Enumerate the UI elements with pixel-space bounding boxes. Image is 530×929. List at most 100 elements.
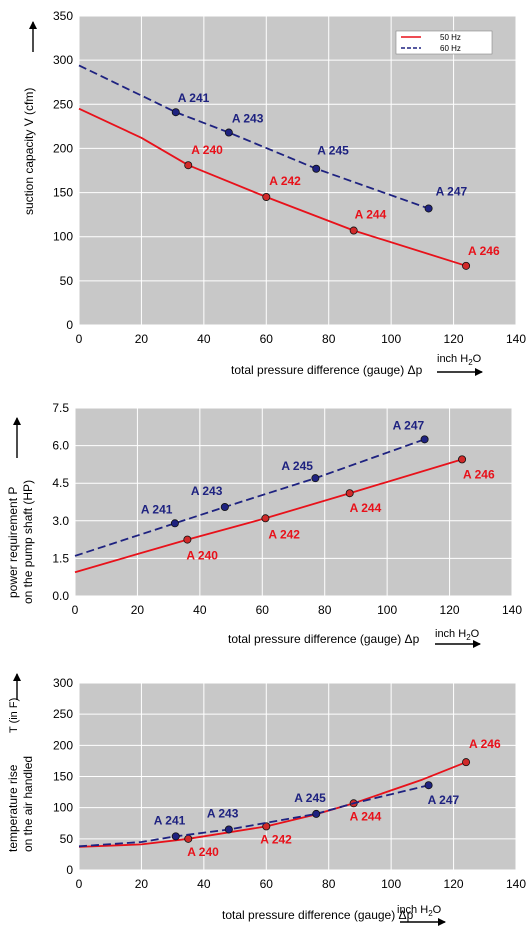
legend-label-50hz: 50 Hz bbox=[440, 33, 461, 42]
x-tick-label: 120 bbox=[440, 603, 460, 617]
y-tick-label: 100 bbox=[53, 230, 73, 244]
point-label: A 244 bbox=[355, 208, 387, 222]
x-tick-label: 100 bbox=[377, 603, 397, 617]
x-tick-label: 80 bbox=[322, 332, 336, 346]
point-label: A 245 bbox=[317, 144, 349, 158]
y-tick-label: 0.0 bbox=[52, 589, 69, 603]
x-tick-label: 40 bbox=[197, 332, 211, 346]
y-tick-label: 0 bbox=[66, 863, 73, 877]
y-tick-label: 250 bbox=[53, 97, 73, 111]
point-label: A 247 bbox=[428, 793, 460, 807]
y-tick-label: 50 bbox=[60, 832, 74, 846]
series-line-50hz bbox=[78, 107, 467, 267]
point-label: A 244 bbox=[350, 501, 382, 515]
x-tick-label: 120 bbox=[444, 332, 464, 346]
data-point-50hz bbox=[345, 489, 354, 498]
plot-background bbox=[79, 16, 516, 325]
x-tick-label: 60 bbox=[256, 603, 270, 617]
x-tick-label: 20 bbox=[135, 332, 149, 346]
plot-background bbox=[75, 408, 512, 596]
y-tick-label: 6.0 bbox=[52, 439, 69, 453]
data-point-60hz bbox=[224, 128, 233, 137]
point-label: A 245 bbox=[281, 459, 313, 473]
data-point-50hz bbox=[462, 758, 471, 767]
data-point-50hz bbox=[349, 226, 358, 235]
legend-label-60hz: 60 Hz bbox=[440, 44, 461, 53]
data-point-50hz bbox=[184, 834, 193, 843]
y-tick-label: 4.5 bbox=[52, 476, 69, 490]
point-label: A 240 bbox=[186, 549, 218, 563]
x-tick-label: 140 bbox=[506, 877, 526, 891]
y-tick-label: 3.0 bbox=[52, 514, 69, 528]
data-point-50hz bbox=[262, 822, 271, 831]
x-axis-unit: inch H2O bbox=[437, 353, 482, 367]
point-label: A 244 bbox=[350, 809, 382, 823]
point-label: A 242 bbox=[260, 832, 292, 846]
data-point-50hz bbox=[262, 192, 271, 201]
y-axis-title-line1: temperature rise bbox=[6, 764, 20, 852]
point-label: A 241 bbox=[178, 91, 210, 105]
x-axis-unit: inch H2O bbox=[397, 904, 442, 918]
data-point-50hz bbox=[462, 261, 471, 270]
x-tick-label: 120 bbox=[444, 877, 464, 891]
point-label: A 241 bbox=[154, 813, 186, 827]
point-label: A 243 bbox=[207, 806, 239, 820]
x-tick-label: 20 bbox=[135, 877, 149, 891]
y-tick-label: 50 bbox=[60, 274, 74, 288]
point-label: A 246 bbox=[468, 244, 500, 258]
y-tick-label: 300 bbox=[53, 53, 73, 67]
point-label: A 242 bbox=[268, 527, 300, 541]
data-point-60hz bbox=[311, 474, 320, 483]
data-point-60hz bbox=[224, 825, 233, 834]
x-tick-label: 100 bbox=[381, 877, 401, 891]
x-tick-label: 0 bbox=[76, 332, 83, 346]
suction-capacity-plot-area: 0 20 40 60 80 100 120 140 0 50 100 150 200 250 300 350 A… bbox=[53, 9, 526, 346]
y-tick-label: 200 bbox=[53, 141, 73, 155]
point-label: A 240 bbox=[191, 143, 223, 157]
x-tick-label: 0 bbox=[76, 877, 83, 891]
y-tick-label: 0 bbox=[66, 318, 73, 332]
x-tick-label: 140 bbox=[502, 603, 522, 617]
point-label: A 243 bbox=[232, 112, 264, 126]
temperature-rise-chart: 0 20 40 60 80 100 120 140 0 50 100 150 200 250 300 A 24… bbox=[6, 673, 526, 926]
power-requirement-plot-area: 0 20 40 60 80 100 120 140 0.0 1.5 3.0 4.5 6.0 7.5 A 24… bbox=[52, 401, 522, 617]
y-tick-label: 250 bbox=[53, 707, 73, 721]
y-tick-label: 1.5 bbox=[52, 551, 69, 565]
data-point-50hz bbox=[184, 161, 193, 170]
x-tick-label: 60 bbox=[260, 332, 274, 346]
data-point-60hz bbox=[424, 204, 433, 213]
point-label: A 247 bbox=[436, 184, 468, 198]
y-axis-symbol: T (in F) bbox=[8, 698, 20, 733]
data-point-60hz bbox=[220, 503, 229, 512]
point-label: A 247 bbox=[393, 418, 425, 432]
y-tick-label: 150 bbox=[53, 186, 73, 200]
point-label: A 242 bbox=[269, 174, 301, 188]
y-tick-label: 200 bbox=[53, 738, 73, 752]
suction-capacity-chart: 0 20 40 60 80 100 120 140 0 50 100 150 200 250 300 350 A… bbox=[22, 9, 526, 377]
point-label: A 243 bbox=[191, 484, 223, 498]
temperature-rise-plot-area: 0 20 40 60 80 100 120 140 0 50 100 150 200 250 300 A 24… bbox=[53, 676, 526, 891]
y-axis-title-line2: on the air handled bbox=[21, 756, 35, 852]
power-requirement-chart: 0 20 40 60 80 100 120 140 0.0 1.5 3.0 4.5 6.0 7.5 A 24… bbox=[6, 401, 522, 648]
x-tick-label: 20 bbox=[131, 603, 145, 617]
x-tick-label: 40 bbox=[197, 877, 211, 891]
y-axis-title-line1: power requirement P bbox=[6, 487, 20, 598]
point-label: A 245 bbox=[294, 791, 326, 805]
data-point-50hz bbox=[261, 514, 270, 523]
x-axis-unit: inch H2O bbox=[435, 628, 480, 642]
data-point-60hz bbox=[312, 164, 321, 173]
point-label: A 240 bbox=[187, 845, 219, 859]
x-axis-title: total pressure difference (gauge) Δp bbox=[231, 363, 423, 377]
y-tick-label: 7.5 bbox=[52, 401, 69, 415]
data-point-60hz bbox=[312, 809, 321, 818]
chart-legend: 50 Hz 60 Hz bbox=[395, 30, 493, 55]
x-tick-label: 100 bbox=[381, 332, 401, 346]
point-label: A 246 bbox=[463, 467, 495, 481]
x-tick-label: 80 bbox=[322, 877, 336, 891]
y-tick-label: 300 bbox=[53, 676, 73, 690]
data-point-60hz bbox=[424, 781, 433, 790]
y-axis-title: suction capacity V (cfm) bbox=[22, 88, 36, 215]
data-point-60hz bbox=[170, 519, 179, 528]
data-point-60hz bbox=[171, 108, 180, 117]
